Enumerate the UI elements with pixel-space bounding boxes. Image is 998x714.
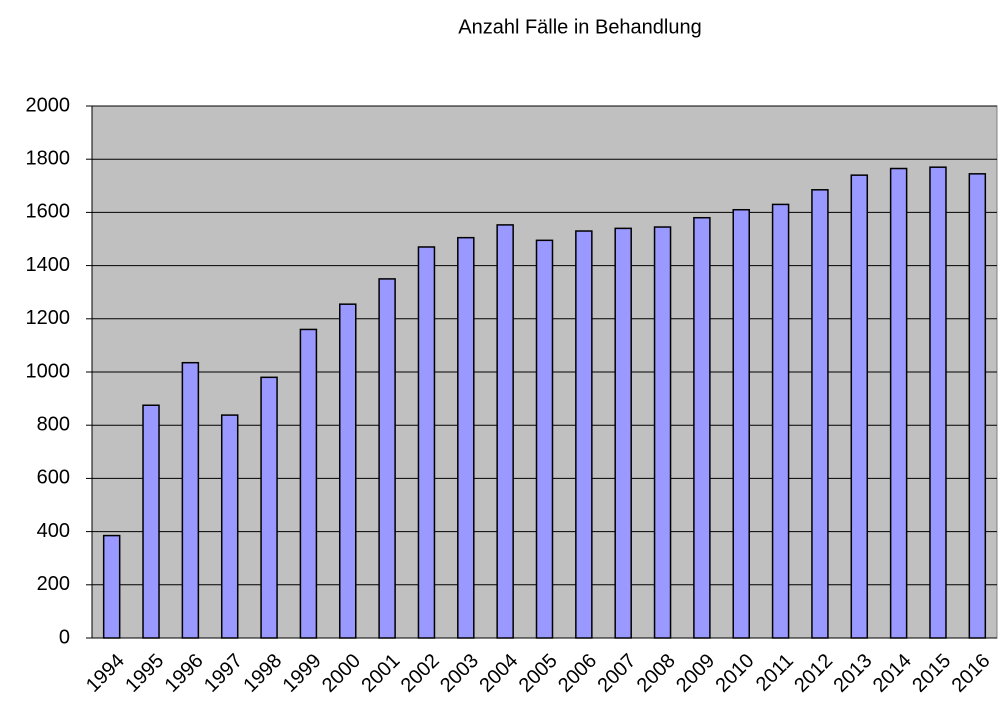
x-tick-label: 2003 <box>436 650 483 697</box>
bar <box>850 174 869 639</box>
x-tick-label: 1994 <box>82 650 129 697</box>
x-tick-label: 2001 <box>357 650 404 697</box>
x-tick-label: 2005 <box>515 650 562 697</box>
bar <box>929 166 947 639</box>
x-tick-label: 1995 <box>121 650 168 697</box>
x-tick-label: 2012 <box>790 650 837 697</box>
x-tick-label: 2006 <box>554 650 601 697</box>
bar <box>693 216 711 639</box>
bar <box>535 239 554 639</box>
y-tick-label: 1400 <box>26 254 71 276</box>
y-tick-label: 1800 <box>26 147 71 169</box>
x-tick-label: 2010 <box>711 650 758 697</box>
y-tick-label: 400 <box>37 520 70 542</box>
chart-title: Anzahl Fälle in Behandlung <box>458 16 702 38</box>
y-tick-label: 600 <box>37 467 70 489</box>
x-tick-label: 2013 <box>830 650 877 697</box>
x-tick-label: 2016 <box>948 650 995 697</box>
bar <box>142 404 160 639</box>
bar <box>378 278 396 639</box>
x-tick-label: 2002 <box>397 650 444 697</box>
bar <box>811 189 829 639</box>
x-tick-label: 1997 <box>200 650 247 697</box>
y-tick-label: 0 <box>59 626 70 648</box>
x-tick-label: 1999 <box>279 650 326 697</box>
x-tick-label: 2011 <box>752 650 798 696</box>
bar <box>339 303 357 639</box>
bar <box>732 208 750 639</box>
x-tick-label: 1996 <box>161 650 208 697</box>
y-tick-label: 800 <box>37 413 70 435</box>
bar <box>575 230 593 639</box>
bar <box>102 534 121 639</box>
x-tick-label: 2008 <box>633 650 680 697</box>
y-tick-label: 1200 <box>26 307 71 329</box>
x-tick-label: 2000 <box>318 650 365 697</box>
x-tick-label: 2004 <box>475 650 522 697</box>
bar <box>968 173 987 639</box>
y-tick-label: 1000 <box>26 360 71 382</box>
bar <box>771 203 790 639</box>
x-tick-label: 2015 <box>908 650 955 697</box>
bar <box>457 236 475 639</box>
bar <box>496 224 514 639</box>
bar <box>417 246 436 639</box>
x-tick-label: 1998 <box>239 650 286 697</box>
bar <box>614 227 632 639</box>
x-tick-label: 2007 <box>593 650 640 697</box>
y-tick-label: 2000 <box>26 94 71 116</box>
y-tick-label: 200 <box>37 573 70 595</box>
x-tick-label: 2014 <box>869 650 916 697</box>
bar <box>299 328 318 639</box>
bar <box>653 226 672 639</box>
bar <box>220 414 239 639</box>
bar <box>889 167 908 639</box>
bar <box>260 376 278 639</box>
bar <box>181 361 200 639</box>
x-tick-label: 2009 <box>672 650 719 697</box>
y-tick-label: 1600 <box>26 201 71 223</box>
